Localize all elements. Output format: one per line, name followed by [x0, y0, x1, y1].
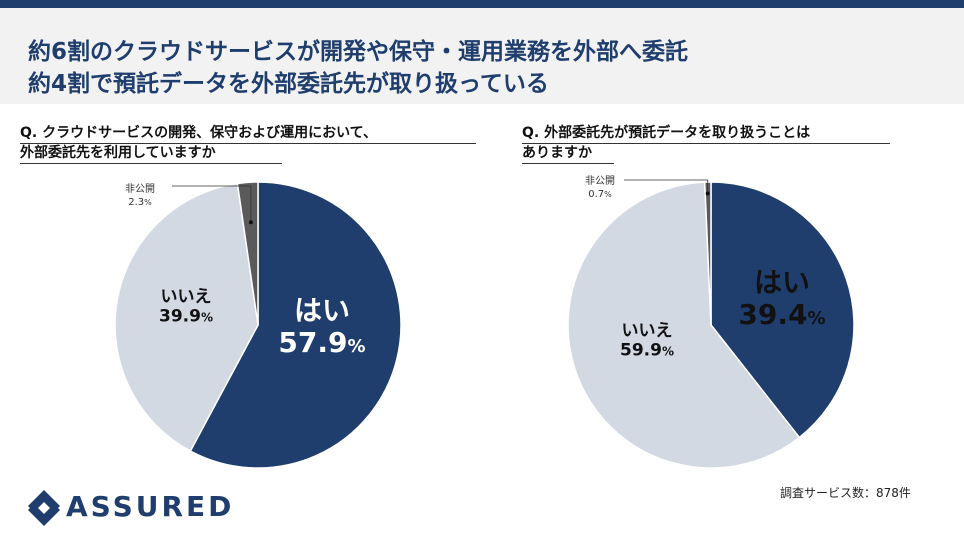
pie-2-label-yes-category: はい [754, 266, 810, 299]
pie-1-label-yes-category: はい [294, 294, 350, 327]
top-accent-bar [0, 0, 964, 8]
pie-1-label-undisclosed-category: 非公開 [125, 183, 155, 195]
chart-2-question-underline-2 [522, 163, 614, 164]
chart-2-question-underline-1 [522, 143, 890, 144]
pie-2-slice-yes [710, 181, 855, 439]
pie-1-slice-yes [189, 181, 402, 469]
pie-1-label-yes-value: 57.9% [278, 326, 365, 359]
pie-2-label-no-category: いいえ [622, 321, 673, 341]
pie-2-undisclosed-leader-dot [705, 191, 710, 196]
pie-1-label-no-value: 39.9% [159, 307, 213, 327]
pie-1-label-undisclosed-value: 2.3% [128, 197, 152, 208]
assured-logo-icon [28, 490, 60, 526]
pie-2-label-undisclosed-category: 非公開 [585, 175, 615, 187]
chart-2-question-line-1: Q. 外部委託先が預託データを取り扱うことは [522, 125, 811, 141]
pie-2-label-undisclosed-value: 0.7% [588, 189, 612, 200]
chart-1-question-underline-1 [20, 143, 476, 144]
header-band: 約6割のクラウドサービスが開発や保守・運用業務を外部へ委託 約4割で預託データを… [0, 8, 964, 104]
pie-2-undisclosed-leader-line [624, 179, 709, 194]
pie-1-slice-undisclosed [236, 181, 259, 326]
page-title-line-2: 約4割で預託データを外部委託先が取り扱っている [28, 71, 549, 97]
pie-2-slice-no [567, 181, 801, 469]
logo-text: ASSURED [66, 490, 235, 523]
pie-2-label-yes-value: 39.4% [738, 298, 825, 331]
sample-size-note: 調査サービス数：878件 [780, 486, 911, 500]
pie-2-label-no-value: 59.9% [620, 341, 674, 361]
chart-1-question-underline-2 [20, 163, 282, 164]
chart-2-question-line-2: ありますか [522, 145, 592, 161]
chart-1-question-line-2: 外部委託先を利用していますか [20, 145, 216, 161]
chart-1-question: Q. クラウドサービスの開発、保守および運用において、 外部委託先を利用していま… [20, 123, 377, 163]
pie-1-slice-no [114, 182, 259, 453]
pie-1-undisclosed-leader-dot [248, 220, 253, 225]
pie-1-label-no-category: いいえ [161, 287, 212, 307]
chart-2-question: Q. 外部委託先が預託データを取り扱うことは ありますか [522, 123, 810, 163]
pie-1-undisclosed-leader-line [172, 185, 252, 223]
page-title-line-1: 約6割のクラウドサービスが開発や保守・運用業務を外部へ委託 [28, 39, 689, 65]
chart-1-question-line-1: Q. クラウドサービスの開発、保守および運用において、 [20, 125, 377, 141]
